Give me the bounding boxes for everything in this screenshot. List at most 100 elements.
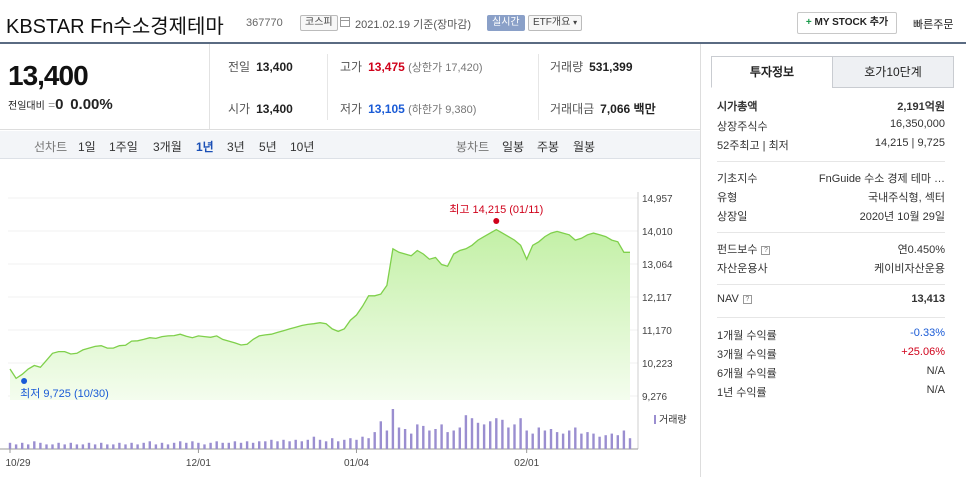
volume-bar xyxy=(57,442,60,449)
line-chart-label: 선차트 xyxy=(34,140,68,154)
y-tick-label: 14,957 xyxy=(642,194,673,205)
volume-bar xyxy=(81,444,85,449)
period-bar: 선차트 1일 1주일 3개월 1년 3년 5년 10년 봉차트 일봉 주봉 월봉 xyxy=(0,131,700,159)
change-label: 전일대비 xyxy=(8,101,45,112)
stat-volume-label: 거래량 xyxy=(550,60,584,74)
stat-low-value: 13,105 xyxy=(368,102,405,116)
volume-bar xyxy=(203,444,206,449)
period-3m[interactable]: 3개월 xyxy=(153,140,182,154)
stat-low-label: 저가 xyxy=(340,102,363,116)
quick-order-link[interactable]: 빠른주문 xyxy=(913,19,954,31)
volume-bar xyxy=(464,415,468,449)
volume-bar xyxy=(458,427,461,449)
volume-bar xyxy=(568,430,571,449)
period-5y[interactable]: 5년 xyxy=(259,140,277,154)
plus-icon: + xyxy=(805,17,812,28)
volume-bar xyxy=(355,439,358,449)
volume-bar xyxy=(482,424,486,449)
volume-bar xyxy=(349,438,352,449)
candle-daily[interactable]: 일봉 xyxy=(502,140,525,154)
calendar-icon xyxy=(340,17,350,27)
volume-bar xyxy=(549,429,553,449)
market-cap-label: 시가총액 xyxy=(717,101,758,113)
y-tick-label: 11,170 xyxy=(642,326,672,337)
market-cap-value: 2,191억원 xyxy=(897,101,945,113)
volume-bar xyxy=(604,435,607,449)
stat-open-label: 시가 xyxy=(228,102,251,116)
volume-bar xyxy=(428,430,431,449)
return-1y-label: 1년 수익률 xyxy=(717,387,767,399)
volume-bar xyxy=(276,441,279,449)
divider xyxy=(717,317,945,318)
market-badge: 코스피 xyxy=(300,15,338,31)
volume-bar xyxy=(185,442,188,449)
divider xyxy=(327,54,328,120)
volume-bar xyxy=(45,444,48,449)
divider xyxy=(717,284,945,285)
volume-bar xyxy=(179,441,182,449)
return-1m-label: 1개월 수익률 xyxy=(717,330,777,342)
volume-bar xyxy=(513,424,516,449)
period-1y[interactable]: 1년 xyxy=(196,140,214,154)
volume-bar xyxy=(233,441,237,449)
volume-bar xyxy=(416,424,419,449)
stat-low: 저가 13,105 (하한가 9,380) xyxy=(340,100,476,117)
period-1w[interactable]: 1주일 xyxy=(109,140,138,154)
volume-bar xyxy=(543,430,547,449)
volume-bar xyxy=(8,442,12,449)
volume-bar xyxy=(27,444,30,449)
return-6m-value: N/A xyxy=(926,365,945,377)
volume-bar xyxy=(331,438,334,449)
return-1y-value: N/A xyxy=(926,384,945,396)
candle-chart-label: 봉차트 xyxy=(456,140,490,154)
volume-bar xyxy=(300,441,303,449)
realtime-badge[interactable]: 실시간 xyxy=(487,15,525,31)
stat-prev-label: 전일 xyxy=(228,60,251,74)
volume-bar xyxy=(130,442,133,449)
divider xyxy=(717,232,945,233)
info-panel: 투자정보 호가10단계 시가총액 2,191억원 상장주식수 16,350,000 … xyxy=(700,44,966,477)
price-chart[interactable]: 14,957 14,010 13,064 12,117 11,170 10,223 9,27… xyxy=(0,160,700,477)
my-stock-add-button[interactable]: + MY STOCK 추가 xyxy=(797,12,897,34)
volume-bar xyxy=(142,442,145,449)
stat-amount-value: 7,066 백만 xyxy=(600,102,656,116)
x-tick-label: 10/29 xyxy=(5,458,30,469)
volume-bar xyxy=(628,438,632,449)
help-icon[interactable]: ? xyxy=(742,295,752,304)
x-tick-label: 12/01 xyxy=(186,458,211,469)
candle-monthly[interactable]: 월봉 xyxy=(573,140,596,154)
volume-bar xyxy=(422,425,425,449)
volume-bar xyxy=(476,422,480,449)
period-10y[interactable]: 10년 xyxy=(290,140,315,154)
volume-bar xyxy=(361,436,364,449)
volume-bar xyxy=(124,444,127,449)
volume-bar xyxy=(385,430,389,449)
volume-bar xyxy=(14,444,18,449)
volume-bar xyxy=(525,430,528,449)
period-3y[interactable]: 3년 xyxy=(227,140,245,154)
volume-bar xyxy=(434,429,437,449)
volume-bar xyxy=(215,441,218,449)
change-value: 0 xyxy=(55,96,64,113)
current-price: 13,400 xyxy=(8,60,89,91)
volume-bar xyxy=(69,442,72,449)
candle-weekly[interactable]: 주봉 xyxy=(537,140,560,154)
help-icon[interactable]: ? xyxy=(761,246,771,255)
period-1d[interactable]: 1일 xyxy=(78,140,96,154)
volume-bar xyxy=(154,444,158,449)
volume-bar xyxy=(288,441,291,449)
my-stock-add-label: MY STOCK 추가 xyxy=(814,17,889,28)
high-point-marker xyxy=(493,218,500,224)
company-value: 케이비자산운용 xyxy=(874,263,945,275)
volume-legend-swatch xyxy=(654,415,656,424)
volume-bar xyxy=(318,439,322,449)
tab-orderbook-10[interactable]: 호가10단계 xyxy=(832,56,954,88)
stat-lower-limit: (하한가 9,380) xyxy=(408,104,477,116)
stat-prev: 전일 13,400 xyxy=(228,58,293,75)
etf-overview-dropdown[interactable]: ETF개요 ▾ xyxy=(528,15,583,31)
info-row-market-cap: 시가총액 2,191억원 xyxy=(717,98,945,116)
volume-bar xyxy=(622,430,626,449)
info-row-52w: 52주최고 | 최저 14,215 | 9,725 xyxy=(717,137,945,155)
volume-bar xyxy=(118,442,121,449)
tab-investment-info[interactable]: 투자정보 xyxy=(711,56,833,88)
